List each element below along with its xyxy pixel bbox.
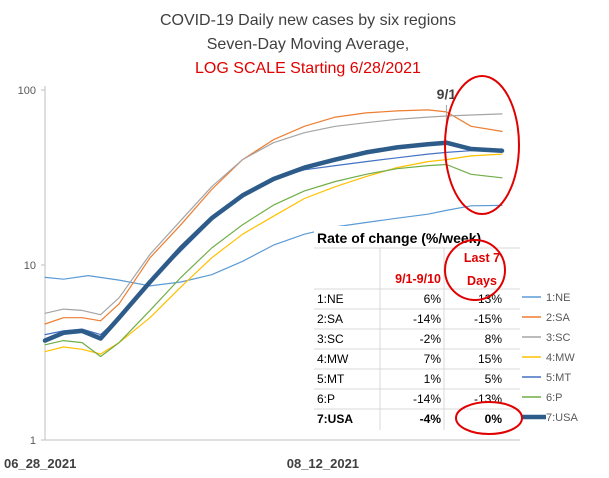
table-row-label: 5:MT bbox=[317, 372, 345, 386]
table-row-label: 2:SA bbox=[317, 312, 343, 326]
table-row-label: 4:MW bbox=[317, 352, 349, 366]
table-title: Rate of change (%/week) bbox=[317, 230, 481, 246]
table-cell-last-7-days: 5% bbox=[485, 372, 503, 386]
x-tick-label: 06_28_2021 bbox=[4, 456, 76, 471]
table-row-label: 7:USA bbox=[317, 412, 353, 426]
column-header-last-7-days-line-2: Days bbox=[467, 274, 497, 288]
table-cell-9-1-9-10: 1% bbox=[424, 372, 442, 386]
title-line-1: COVID-19 Daily new cases by six regions bbox=[160, 12, 456, 29]
table-cell-last-7-days: 8% bbox=[485, 332, 503, 346]
chart: COVID-19 Daily new cases by six regions S… bbox=[0, 0, 609, 473]
table-cell-9-1-9-10: -14% bbox=[413, 312, 441, 326]
y-tick-label: 100 bbox=[18, 85, 36, 97]
legend-label: 7:USA bbox=[546, 412, 578, 424]
legend: 1:NE 2:SA 3:SC 4:MW 5:MT 6:P 7:USA bbox=[522, 292, 578, 424]
table-cell-last-7-days: -15% bbox=[474, 312, 502, 326]
x-tick-label: 08_12_2021 bbox=[287, 456, 359, 471]
title-line-3: LOG SCALE Starting 6/28/2021 bbox=[195, 60, 421, 77]
legend-label: 3:SC bbox=[546, 332, 571, 344]
table-cell-9-1-9-10: 6% bbox=[424, 292, 442, 306]
column-header-last-7-days-line-1: Last 7 bbox=[464, 251, 500, 265]
legend-label: 2:SA bbox=[546, 312, 571, 324]
title-line-2: Seven-Day Moving Average, bbox=[207, 36, 409, 53]
chart-canvas: COVID-19 Daily new cases by six regions S… bbox=[0, 0, 609, 473]
column-header-9-1-9-10: 9/1-9/10 bbox=[395, 272, 441, 286]
table-cell-last-7-days: 0% bbox=[485, 412, 503, 426]
y-tick-label: 10 bbox=[24, 260, 36, 272]
table-row-label: 6:P bbox=[317, 392, 335, 406]
rate-of-change-table: Rate of change (%/week) 9/1-9/10 Last 7 Day… bbox=[314, 226, 520, 430]
y-tick-label: 1 bbox=[30, 435, 36, 447]
legend-label: 1:NE bbox=[546, 292, 570, 304]
legend-label: 6:P bbox=[546, 392, 563, 404]
table-cell-9-1-9-10: -2% bbox=[420, 332, 442, 346]
table-cell-9-1-9-10: -4% bbox=[420, 412, 442, 426]
table-cell-9-1-9-10: -14% bbox=[413, 392, 441, 406]
table-row-label: 1:NE bbox=[317, 292, 344, 306]
chart-title: COVID-19 Daily new cases by six regions S… bbox=[160, 12, 456, 77]
legend-label: 5:MT bbox=[546, 372, 571, 384]
table-cell-last-7-days: -13% bbox=[474, 392, 502, 406]
table-row-label: 3:SC bbox=[317, 332, 344, 346]
legend-label: 4:MW bbox=[546, 352, 575, 364]
table-cell-last-7-days: 15% bbox=[478, 352, 502, 366]
table-cell-9-1-9-10: 7% bbox=[424, 352, 442, 366]
